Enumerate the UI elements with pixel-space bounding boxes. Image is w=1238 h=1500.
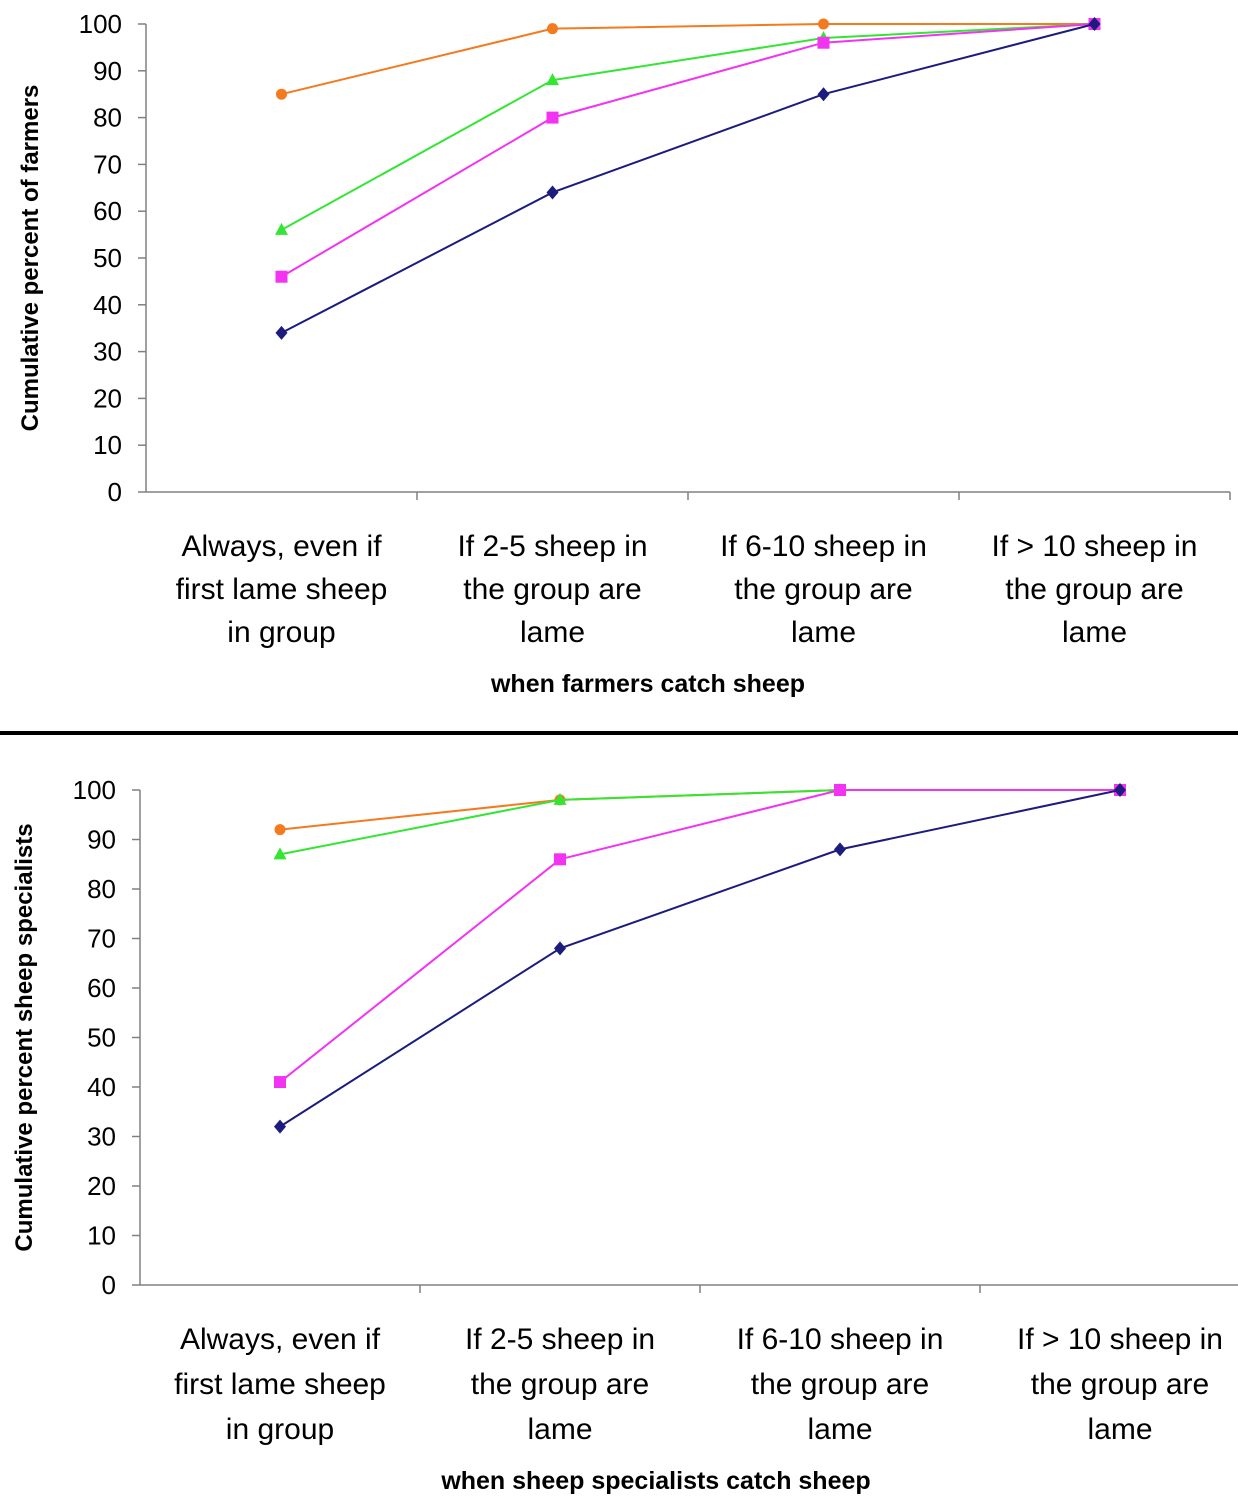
x-category-label-line: If 2-5 sheep in (457, 530, 647, 563)
y-tick-label: 50 (93, 243, 122, 273)
y-tick-label: 0 (102, 1270, 116, 1300)
series-line-triangle (279, 789, 1120, 856)
data-point-circle (547, 23, 558, 35)
x-category-label: Always, even if first lame sheep in group (176, 530, 388, 649)
chart-farmers: 0 10 20 30 40 50 60 70 80 90 100 Always, even if fir… (17, 9, 1231, 698)
y-tick-label: 30 (93, 337, 122, 367)
y-tick-label: 40 (93, 290, 122, 320)
x-category-label-line: If > 10 sheep in (1017, 1323, 1223, 1356)
data-point-diamond (275, 325, 288, 340)
data-point-triangle (546, 73, 559, 86)
data-point-square (834, 784, 846, 796)
y-axis-title: Cumulative percent of farmers (17, 85, 44, 432)
data-point-circle (276, 88, 287, 100)
y-tick-label: 20 (93, 383, 122, 413)
x-category-label-line: lame (807, 1413, 872, 1446)
data-point-diamond (1114, 783, 1126, 797)
x-category-label-line: lame (1087, 1413, 1152, 1446)
y-tick-label: 30 (87, 1122, 116, 1152)
x-category-label: Always, even if first lame sheep in group (174, 1323, 386, 1446)
data-point-diamond (274, 1119, 286, 1134)
series-line-circle (281, 23, 1095, 96)
data-point-square (817, 36, 830, 49)
x-category-label-line: the group are (471, 1368, 649, 1401)
series-line-square (279, 789, 1120, 1083)
x-category-label-line: If 6-10 sheep in (720, 530, 927, 563)
y-tick-label: 90 (93, 56, 122, 86)
x-axis-title: when sheep specialists catch sheep (440, 1467, 870, 1495)
y-tick-label: 70 (93, 149, 122, 179)
x-category-label-line: lame (1062, 616, 1127, 649)
y-tick-label: 100 (79, 9, 122, 39)
x-category-label-line: If 2-5 sheep in (465, 1323, 655, 1356)
x-category-label-line: the group are (734, 573, 912, 606)
data-point-diamond (817, 87, 830, 102)
x-category-label: If > 10 sheep in the group are lame (1017, 1323, 1223, 1446)
y-tick-label: 80 (93, 103, 122, 133)
data-point-triangle (275, 222, 288, 235)
x-axis-title: when farmers catch sheep (490, 670, 805, 698)
y-tick-label: 60 (87, 973, 116, 1003)
x-category-label-line: lame (520, 616, 585, 649)
data-point-square (274, 1076, 286, 1089)
x-category-label-line: If > 10 sheep in (992, 530, 1198, 563)
x-category-label-line: in group (226, 1413, 334, 1446)
x-category-label-line: lame (527, 1413, 592, 1446)
y-axis-title: Cumulative percent sheep specialists (11, 823, 38, 1251)
y-tick-label: 20 (87, 1171, 116, 1201)
y-tick-label: 0 (108, 477, 122, 507)
y-tick-label: 10 (87, 1221, 116, 1251)
x-category-label: If 2-5 sheep in the group are lame (465, 1323, 655, 1446)
x-category-label-line: lame (791, 616, 856, 649)
data-point-square (546, 111, 559, 124)
x-category-label: If 6-10 sheep in the group are lame (720, 530, 927, 649)
series-line-triangle (281, 23, 1095, 231)
data-point-square (275, 270, 288, 283)
x-category-label-line: Always, even if (180, 1323, 381, 1356)
series-line-diamond (279, 789, 1121, 1128)
chart-sheep-specialists: 0 10 20 30 40 50 60 70 80 90 100 Always, even if fir… (11, 775, 1238, 1495)
x-category-label: If > 10 sheep in the group are lame (992, 530, 1198, 649)
series-line-square (280, 23, 1095, 278)
y-tick-label: 80 (87, 874, 116, 904)
x-category-label-line: the group are (1031, 1368, 1209, 1401)
x-category-label-line: first lame sheep (174, 1368, 386, 1401)
x-category-label-line: the group are (751, 1368, 929, 1401)
x-category-label-line: the group are (1005, 573, 1183, 606)
y-tick-label: 90 (87, 825, 116, 855)
data-point-diamond (1088, 17, 1101, 31)
data-point-diamond (554, 941, 566, 956)
data-point-diamond (546, 185, 559, 200)
data-point-triangle (273, 847, 287, 860)
data-point-triangle (553, 792, 567, 805)
y-tick-label: 10 (93, 430, 122, 460)
x-category-label-line: first lame sheep (176, 573, 388, 606)
data-point-diamond (834, 842, 846, 857)
x-category-label-line: If 6-10 sheep in (737, 1323, 944, 1356)
x-category-label: If 6-10 sheep in the group are lame (737, 1323, 944, 1446)
data-point-circle (818, 18, 829, 30)
x-category-label-line: Always, even if (181, 530, 382, 563)
x-category-label-line: the group are (463, 573, 641, 606)
y-tick-label: 100 (73, 775, 116, 805)
series-line-diamond (281, 23, 1095, 334)
data-point-circle (274, 824, 286, 836)
data-point-square (554, 853, 566, 866)
x-category-label: If 2-5 sheep in the group are lame (457, 530, 647, 649)
y-tick-label: 60 (93, 196, 122, 226)
y-tick-label: 70 (87, 924, 116, 954)
y-tick-label: 50 (87, 1023, 116, 1053)
x-category-label-line: in group (227, 616, 335, 649)
y-tick-label: 40 (87, 1072, 116, 1102)
